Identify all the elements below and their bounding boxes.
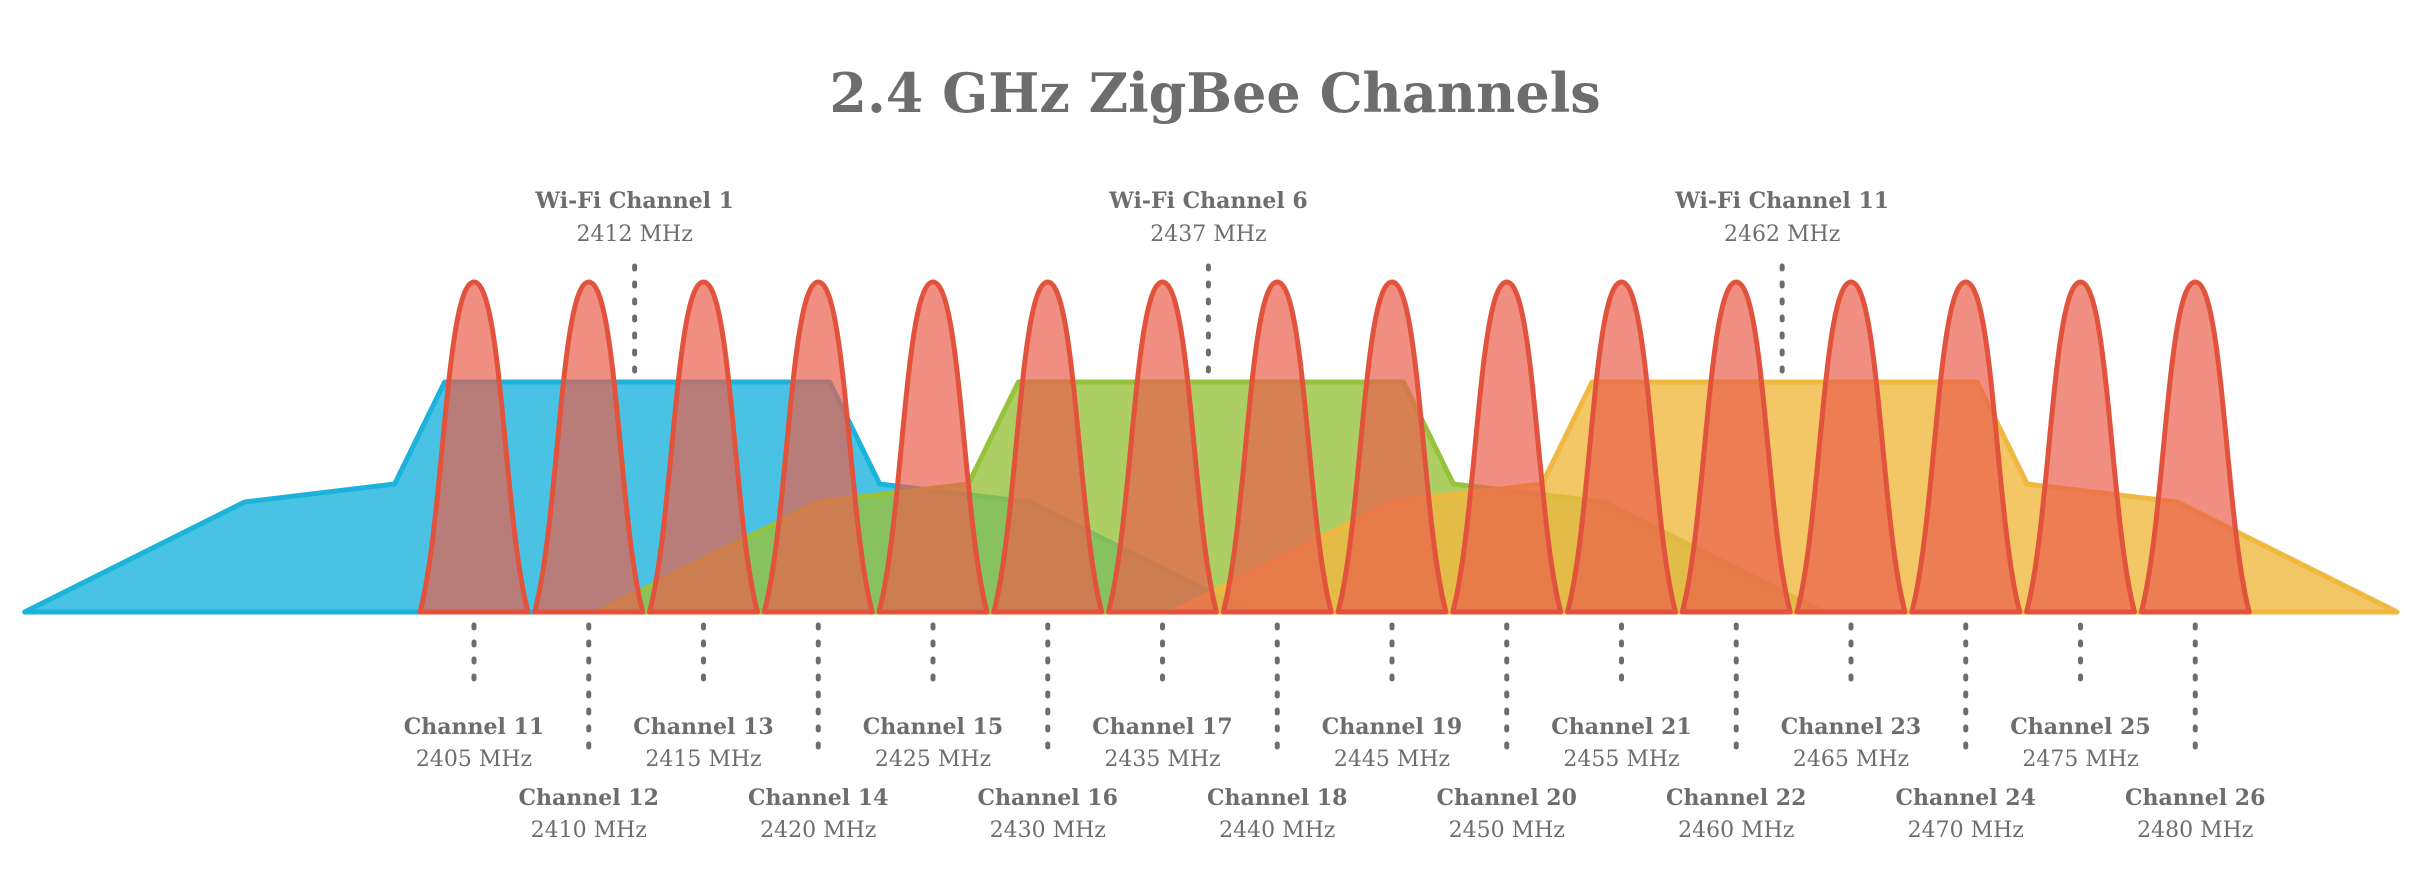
- zigbee-channel-lobe: [1794, 279, 1908, 615]
- zigbee-channel-frequency: 2415 MHz: [645, 747, 761, 772]
- zigbee-channel-lobe: [1220, 279, 1334, 615]
- wifi-channel-frequency: 2412 MHz: [577, 222, 693, 247]
- zigbee-channel-layer: [417, 279, 2252, 615]
- zigbee-channel-frequency: 2435 MHz: [1104, 747, 1220, 772]
- zigbee-channel-name: Channel 22: [1666, 785, 1806, 811]
- zigbee-channel-lobe: [991, 279, 1105, 615]
- zigbee-channel-name: Channel 11: [404, 714, 544, 740]
- wifi-channel-frequency: 2462 MHz: [1724, 222, 1840, 247]
- zigbee-channel-lobe: [647, 279, 760, 615]
- zigbee-channel-lobe: [1450, 279, 1564, 615]
- zigbee-label-layer: Channel 11 2405 MHz Channel 12 2410 MHz Chan…: [404, 622, 2265, 843]
- zigbee-channel-name: Channel 19: [1322, 714, 1462, 740]
- zigbee-channel-name: Channel 20: [1437, 785, 1577, 811]
- zigbee-channel-frequency: 2450 MHz: [1449, 818, 1565, 843]
- zigbee-channel-frequency: 2405 MHz: [416, 747, 532, 772]
- wifi-channel-name: Wi-Fi Channel 6: [1108, 188, 1308, 214]
- zigbee-channel-frequency: 2410 MHz: [531, 818, 647, 843]
- zigbee-channel-name: Channel 14: [748, 785, 888, 811]
- zigbee-channel-lobe: [1679, 279, 1793, 615]
- zigbee-channel-frequency: 2460 MHz: [1678, 818, 1794, 843]
- zigbee-channel-lobe: [1106, 279, 1219, 615]
- zigbee-channel-name: Channel 25: [2010, 714, 2150, 740]
- zigbee-channel-lobe: [1335, 279, 1449, 615]
- zigbee-channel-lobe: [532, 279, 646, 615]
- zigbee-channel-frequency: 2470 MHz: [1908, 818, 2024, 843]
- zigbee-channel-lobe: [761, 279, 875, 615]
- zigbee-channel-name: Channel 15: [863, 714, 1003, 740]
- zigbee-channel-frequency: 2420 MHz: [760, 818, 876, 843]
- zigbee-channel-frequency: 2430 MHz: [990, 818, 1106, 843]
- zigbee-channel-lobe: [2138, 279, 2252, 615]
- zigbee-channel-frequency: 2480 MHz: [2137, 818, 2253, 843]
- zigbee-channel-name: Channel 13: [633, 714, 773, 740]
- zigbee-channel-lobe: [1565, 279, 1678, 615]
- wifi-channel-frequency: 2437 MHz: [1150, 222, 1266, 247]
- zigbee-channel-frequency: 2445 MHz: [1334, 747, 1450, 772]
- zigbee-channel-lobe: [1909, 279, 2023, 615]
- zigbee-channel-frequency: 2425 MHz: [875, 747, 991, 772]
- zigbee-channel-name: Channel 24: [1896, 785, 2036, 811]
- diagram-title: 2.4 GHz ZigBee Channels: [829, 61, 1600, 125]
- zigbee-channel-lobe: [417, 279, 531, 615]
- zigbee-channel-name: Channel 12: [519, 785, 659, 811]
- zigbee-channel-lobe: [876, 279, 990, 615]
- zigbee-channel-frequency: 2455 MHz: [1563, 747, 1679, 772]
- zigbee-channel-frequency: 2475 MHz: [2022, 747, 2138, 772]
- zigbee-channel-frequency: 2465 MHz: [1793, 747, 1909, 772]
- wifi-channel-name: Wi-Fi Channel 11: [1674, 188, 1889, 214]
- zigbee-channel-name: Channel 21: [1551, 714, 1691, 740]
- wifi-label-layer: Wi-Fi Channel 1 2412 MHz Wi-Fi Channel 6 24…: [534, 188, 1889, 385]
- zigbee-channel-name: Channel 26: [2125, 785, 2265, 811]
- zigbee-channel-lobe: [2024, 279, 2137, 615]
- zigbee-channel-name: Channel 18: [1207, 785, 1347, 811]
- zigbee-channel-name: Channel 17: [1092, 714, 1232, 740]
- zigbee-channel-frequency: 2440 MHz: [1219, 818, 1335, 843]
- zigbee-channel-name: Channel 16: [978, 785, 1118, 811]
- zigbee-channel-name: Channel 23: [1781, 714, 1921, 740]
- wifi-channel-name: Wi-Fi Channel 1: [534, 188, 734, 214]
